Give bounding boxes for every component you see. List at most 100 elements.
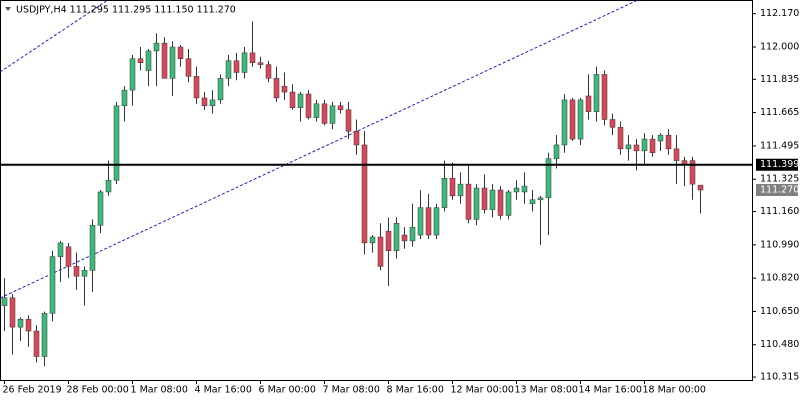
candle-body xyxy=(289,91,296,108)
y-tick-label: 111.325 xyxy=(760,174,799,185)
candle-body xyxy=(617,127,624,150)
candle-body xyxy=(225,60,232,79)
plot-frame xyxy=(0,0,753,381)
y-tick-label: 110.480 xyxy=(760,339,799,350)
x-tick-label: 13 Mar 08:00 xyxy=(515,385,578,396)
last-price-label: 111.270 xyxy=(760,185,799,196)
candle-body xyxy=(369,236,376,244)
candle-body xyxy=(537,197,544,201)
candle-body xyxy=(57,242,64,257)
candle-body xyxy=(169,46,176,79)
x-tick-label: 6 Mar 00:00 xyxy=(259,385,316,396)
candle-body xyxy=(593,74,600,112)
candle-body xyxy=(393,223,400,251)
candle-body xyxy=(625,144,632,150)
x-tick-label: 1 Mar 08:00 xyxy=(131,385,188,396)
candle-body xyxy=(9,297,16,328)
trend-line xyxy=(0,0,639,299)
candle-body xyxy=(521,185,528,193)
candle-body xyxy=(569,99,576,140)
candle-body xyxy=(185,58,192,77)
candle-body xyxy=(481,187,488,210)
candle-body xyxy=(201,97,208,107)
menu-icon[interactable] xyxy=(5,7,11,11)
candle-body xyxy=(417,207,424,236)
candle-body xyxy=(441,177,448,208)
candle-body xyxy=(433,207,440,236)
x-tick-label: 7 Mar 08:00 xyxy=(323,385,380,396)
last-price-box xyxy=(756,184,798,196)
hline-label: 111.399 xyxy=(760,159,799,170)
y-tick-label: 112.170 xyxy=(760,8,799,19)
candle-body xyxy=(241,52,248,73)
candle-body xyxy=(657,134,664,142)
candle-body xyxy=(361,144,368,244)
candle-body xyxy=(601,74,608,120)
candle-body xyxy=(457,183,464,197)
candle-body xyxy=(161,42,168,79)
candle-body xyxy=(609,119,616,128)
candle-body xyxy=(1,297,8,306)
candle-body xyxy=(121,89,128,107)
candle-body xyxy=(249,52,256,63)
candle-body xyxy=(473,187,480,220)
candle-body xyxy=(561,99,568,146)
candle-body xyxy=(641,138,648,152)
candles xyxy=(1,21,704,367)
candle-body xyxy=(17,319,24,328)
candle-body xyxy=(25,319,32,332)
candle-body xyxy=(449,177,456,197)
candle-body xyxy=(153,42,160,52)
candle-body xyxy=(553,144,560,159)
x-tick-label: 28 Feb 00:00 xyxy=(67,385,129,396)
candle-body xyxy=(577,99,584,140)
y-tick-label: 111.495 xyxy=(760,140,799,151)
candle-body xyxy=(105,179,112,193)
candle-body xyxy=(385,230,392,251)
x-tick-label: 8 Mar 16:00 xyxy=(387,385,444,396)
candle-body xyxy=(513,187,520,193)
candle-body xyxy=(257,62,264,65)
trend-lines xyxy=(0,0,639,299)
candle-body xyxy=(297,93,304,108)
y-tick-label: 111.665 xyxy=(760,107,799,118)
y-tick-label: 112.000 xyxy=(760,42,799,53)
candle-body xyxy=(489,189,496,210)
candle-body xyxy=(281,85,288,93)
candle-body xyxy=(217,78,224,101)
candle-body xyxy=(649,138,656,154)
candle-body xyxy=(545,158,552,199)
x-tick-label: 14 Mar 16:00 xyxy=(579,385,642,396)
y-tick-label: 110.820 xyxy=(760,273,799,284)
y-tick-label: 110.315 xyxy=(760,372,799,383)
candle-body xyxy=(337,105,344,110)
candle-body xyxy=(33,330,40,357)
candle-body xyxy=(689,160,696,185)
candle-body xyxy=(129,58,136,91)
candle-body xyxy=(529,199,536,204)
candle-body xyxy=(145,50,152,71)
candle-body xyxy=(505,191,512,216)
candle-body xyxy=(193,76,200,99)
candle-body xyxy=(697,184,704,191)
y-tick-label: 110.990 xyxy=(760,239,799,250)
candle-body xyxy=(73,266,80,277)
candle-body xyxy=(97,191,104,226)
candle-body xyxy=(585,95,592,112)
candle-body xyxy=(89,225,96,271)
candle-body xyxy=(233,60,240,73)
y-tick-label: 111.160 xyxy=(760,206,799,217)
candle-body xyxy=(137,58,144,63)
candle-body xyxy=(497,189,504,216)
candle-body xyxy=(81,270,88,277)
x-tick-label: 18 Mar 00:00 xyxy=(643,385,706,396)
candle-body xyxy=(665,134,672,150)
chart-title: USDJPY,H4 111.295 111.295 111.150 111.27… xyxy=(16,5,236,16)
x-tick-label: 26 Feb 2019 xyxy=(3,385,62,396)
y-tick-label: 110.650 xyxy=(760,306,799,317)
candle-body xyxy=(409,226,416,242)
candle-body xyxy=(65,246,72,267)
candle-body xyxy=(673,148,680,161)
candle-body xyxy=(633,144,640,152)
